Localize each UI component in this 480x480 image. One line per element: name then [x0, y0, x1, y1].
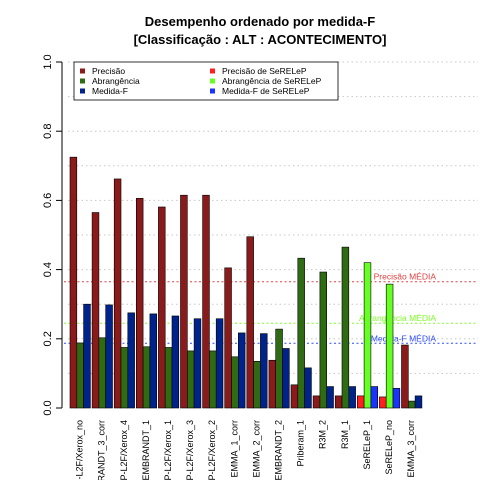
category-label: SeRELeP_1	[362, 420, 372, 470]
bar	[105, 304, 113, 409]
category-label: P-L2F/Xerox_4	[119, 420, 129, 480]
bar	[356, 395, 365, 409]
category-label: SeRELeP_no	[384, 420, 394, 475]
y-tick-label: 1.0	[42, 54, 54, 69]
bar	[113, 178, 122, 409]
bar	[253, 360, 261, 409]
bar	[290, 384, 299, 409]
category-label: Priberam_1	[296, 420, 306, 467]
y-tick-label: 0.6	[42, 193, 54, 208]
category-label: P-L2F/Xerox_no	[75, 420, 85, 480]
category-label: P-L2F/Xerox_1	[163, 420, 173, 480]
bar	[193, 318, 202, 409]
legend-swatch	[80, 78, 85, 84]
bar	[334, 395, 343, 409]
reference-line-label: Abrangência MÉDIA	[359, 313, 436, 323]
bar	[275, 328, 283, 409]
category-labels: P-L2F/Xerox_no EMBRANDT_3_corr P-L2F/Xerox…	[75, 420, 417, 480]
category-label: EMBRANDT_2	[273, 420, 283, 480]
bar	[171, 315, 180, 409]
bar	[348, 386, 356, 409]
category-label: P-L2F/Xerox_3	[185, 420, 195, 480]
category-label: R3M_2	[318, 420, 328, 449]
reference-line-label: Precisão MÉDIA	[374, 272, 437, 282]
category-label: EMMA_1_corr	[229, 420, 239, 478]
bar	[76, 342, 84, 409]
y-tick-label: 0.0	[42, 400, 54, 415]
bar	[326, 386, 334, 409]
bar	[319, 271, 327, 409]
bar	[282, 348, 290, 409]
bar	[379, 396, 387, 409]
bar	[231, 356, 239, 409]
legend-label: Precisão	[92, 66, 125, 76]
category-label: R3M_1	[340, 420, 350, 449]
bar	[401, 344, 409, 409]
bar	[260, 333, 268, 409]
bar	[127, 312, 135, 409]
legend-swatch	[80, 68, 85, 74]
bar	[407, 400, 416, 409]
bar	[209, 350, 217, 409]
legend-swatch	[210, 68, 215, 74]
legend-label: Precisão de SeRELeP	[222, 66, 307, 76]
y-tick-label: 0.4	[42, 262, 54, 277]
bars	[69, 156, 423, 409]
reference-line-label: Medida-F MÉDIA	[371, 333, 437, 343]
bar	[392, 387, 401, 409]
bar	[304, 367, 312, 409]
bar	[385, 283, 394, 409]
bar	[120, 347, 129, 409]
bar	[341, 246, 350, 409]
bar	[215, 318, 224, 409]
bar	[268, 359, 276, 409]
bar	[83, 303, 91, 409]
chart-subtitle: [Classificação : ALT : ACONTECIMENTO]	[134, 32, 387, 47]
bar	[187, 350, 195, 409]
y-tick-label: 0.2	[42, 331, 54, 346]
legend-label: Abrangência	[92, 76, 140, 86]
legend-swatch	[210, 88, 215, 94]
legend-swatch	[80, 88, 85, 94]
bar	[142, 346, 151, 409]
category-label: P-L2F/Xerox_2	[207, 420, 217, 480]
bar	[224, 267, 232, 409]
bar	[363, 262, 372, 409]
chart-title: Desempenho ordenado por medida-F	[145, 14, 375, 29]
bar	[149, 313, 157, 409]
bar	[414, 395, 423, 409]
category-label: EMBRANDT_3_corr	[97, 420, 107, 480]
bar	[98, 337, 107, 409]
bar	[238, 332, 246, 409]
bar	[297, 257, 305, 409]
bar	[91, 212, 100, 409]
bar	[246, 236, 254, 409]
bar	[370, 386, 378, 409]
y-axis: 0.0 0.2 0.4 0.6 0.8 1.0	[42, 54, 63, 416]
legend-label: Abrangência de SeRELeP	[222, 76, 322, 86]
bar	[202, 194, 210, 409]
y-tick-label: 0.8	[42, 124, 54, 139]
bar	[69, 156, 78, 409]
bar	[158, 206, 166, 409]
bar	[312, 395, 321, 409]
bar	[164, 347, 173, 409]
legend-box	[73, 61, 339, 101]
bar	[136, 198, 144, 409]
category-label: EMBRANDT_1	[141, 420, 151, 480]
category-label: EMMA_3_corr	[406, 420, 416, 478]
legend-label: Medida-F de SeRELeP	[222, 86, 310, 96]
bar	[180, 194, 188, 409]
legend-swatch	[210, 78, 215, 84]
legend-label: Medida-F	[92, 86, 128, 96]
category-label: EMMA_2_corr	[251, 420, 261, 478]
